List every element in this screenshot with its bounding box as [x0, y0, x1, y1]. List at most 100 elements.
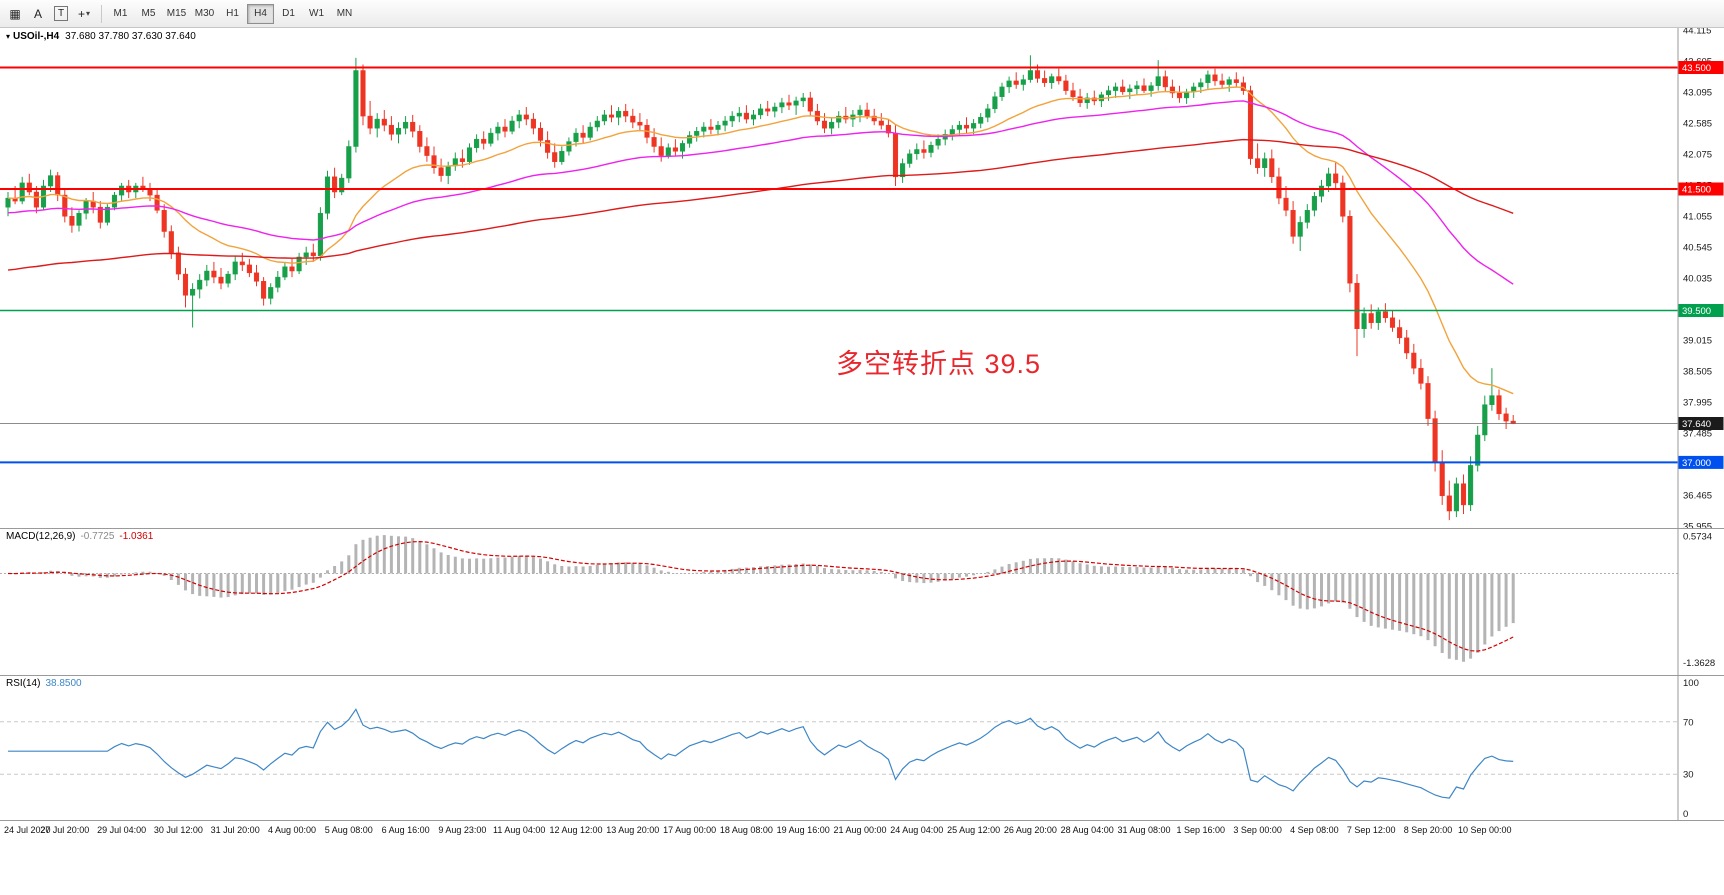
candles-layer [5, 55, 1516, 521]
svg-text:44.115: 44.115 [1683, 28, 1711, 37]
macd-histogram [13, 535, 1515, 662]
time-label: 30 Jul 12:00 [153, 825, 203, 835]
ma-line-slow-red [7, 138, 1514, 271]
time-label: 3 Sep 00:00 [1233, 825, 1282, 835]
svg-text:41.500: 41.500 [1682, 185, 1711, 196]
timeframe-m30-button[interactable]: M30 [194, 8, 215, 19]
timeframe-m15-button[interactable]: M15 [166, 8, 187, 19]
font-button[interactable]: A [27, 4, 49, 24]
time-label: 25 Aug 12:00 [947, 825, 1001, 835]
timeframe-m5-button[interactable]: M5 [141, 8, 156, 19]
macd-signal-value: -1.0361 [119, 531, 154, 542]
crosshair-tool-button[interactable]: + ▾ [73, 4, 95, 24]
price-axis[interactable]: 44.11543.60543.09542.58542.07541.56541.0… [1683, 28, 1712, 528]
time-label: 12 Aug 12:00 [549, 825, 603, 835]
svg-text:-1.3628: -1.3628 [1683, 658, 1715, 669]
time-label: 7 Sep 12:00 [1346, 825, 1396, 835]
svg-text:43.500: 43.500 [1682, 63, 1711, 74]
crosshair-icon: + [77, 6, 85, 21]
time-label: 10 Sep 00:00 [1458, 825, 1512, 835]
timeframe-mn-button[interactable]: MN [336, 8, 353, 19]
toolbar: ▦ A T + ▾ M1 M5 M15 M30 H1 H4 D1 W1 MN [0, 0, 1724, 28]
time-label: 11 Aug 04:00 [492, 825, 546, 835]
rsi-value: 38.8500 [45, 678, 82, 689]
timeframe-m1-button[interactable]: M1 [113, 8, 128, 19]
time-label: 19 Aug 16:00 [776, 825, 830, 835]
time-label: 13 Aug 20:00 [606, 825, 660, 835]
time-label: 24 Jul 2020 [4, 825, 51, 835]
letter-t-icon: T [53, 6, 69, 21]
time-label: 27 Jul 20:00 [40, 825, 90, 835]
timeframe-w1-button[interactable]: W1 [309, 8, 324, 19]
chart-annotation: 多空转折点 39.5 [836, 349, 1042, 379]
svg-text:39.015: 39.015 [1683, 336, 1712, 347]
time-label: 5 Aug 08:00 [324, 825, 373, 835]
svg-text:43.095: 43.095 [1683, 88, 1712, 99]
svg-text:70: 70 [1683, 717, 1694, 728]
svg-text:40.035: 40.035 [1683, 274, 1712, 285]
ohlc-values-label: 37.680 37.780 37.630 37.640 [65, 31, 196, 42]
time-label: 21 Aug 00:00 [833, 825, 887, 835]
svg-text:39.500: 39.500 [1682, 306, 1711, 317]
macd-signal-line [7, 540, 1514, 652]
dropdown-arrow-icon: ▾ [86, 9, 91, 18]
rsi-axis[interactable]: 100 70 30 0 [1683, 678, 1699, 820]
time-label: 6 Aug 16:00 [381, 825, 430, 835]
rsi-panel[interactable]: 100 70 30 0 RSI(14) 38.8500 [0, 675, 1724, 820]
rsi-line [8, 708, 1514, 799]
ma-line-mid-magenta [7, 100, 1514, 285]
time-label: 24 Aug 04:00 [890, 825, 944, 835]
timeframe-d1-button[interactable]: D1 [282, 8, 295, 19]
time-label: 28 Aug 04:00 [1060, 825, 1114, 835]
svg-text:36.465: 36.465 [1683, 490, 1712, 501]
time-label: 26 Aug 20:00 [1003, 825, 1057, 835]
main-chart-panel[interactable]: 44.11543.60543.09542.58542.07541.56541.0… [0, 28, 1724, 528]
time-axis[interactable]: 24 Jul 2020 27 Jul 20:00 29 Jul 04:00 30 Ju… [0, 820, 1724, 841]
grid-icon: ▦ [9, 6, 21, 21]
timeframe-h4-button[interactable]: H4 [247, 3, 274, 24]
time-label: 4 Aug 00:00 [267, 825, 317, 835]
macd-name-label: MACD(12,26,9) [6, 531, 76, 542]
toolbar-separator [101, 4, 102, 23]
macd-axis[interactable]: 0.5734 -1.3628 [1683, 532, 1715, 670]
collapse-triangle-icon[interactable]: ▾ [6, 32, 11, 41]
symbol-timeframe-label: USOil-,H4 [13, 31, 60, 42]
svg-text:41.055: 41.055 [1683, 212, 1712, 223]
macd-svg: 0.5734 -1.3628 [0, 529, 1715, 675]
text-tool-button[interactable]: T [50, 4, 72, 24]
macd-label: MACD(12,26,9) -0.7725 -1.0361 [6, 531, 153, 542]
rsi-svg: 100 70 30 0 [0, 676, 1699, 820]
time-label: 31 Aug 08:00 [1117, 825, 1171, 835]
time-label: 29 Jul 04:00 [97, 825, 147, 835]
bottom-whitespace [0, 841, 1724, 895]
price-tag-39.500: 39.500 [1678, 304, 1724, 317]
rsi-label: RSI(14) 38.8500 [6, 678, 82, 689]
svg-text:37.995: 37.995 [1683, 397, 1712, 408]
time-label: 4 Sep 08:00 [1290, 825, 1339, 835]
time-label: 1 Sep 16:00 [1176, 825, 1226, 835]
svg-text:30: 30 [1683, 770, 1694, 781]
price-tag-43.500: 43.500 [1678, 61, 1724, 74]
svg-text:42.075: 42.075 [1683, 150, 1712, 161]
time-label: 31 Jul 20:00 [210, 825, 260, 835]
macd-panel[interactable]: 0.5734 -1.3628 MACD(12,26,9) -0.7725 -1.036… [0, 528, 1724, 675]
rsi-name-label: RSI(14) [6, 678, 41, 689]
svg-text:40.545: 40.545 [1683, 243, 1712, 254]
price-chart-svg: 44.11543.60543.09542.58542.07541.56541.0… [0, 28, 1724, 528]
svg-text:100: 100 [1683, 678, 1699, 689]
time-label: 18 Aug 08:00 [719, 825, 773, 835]
svg-text:37.000: 37.000 [1682, 458, 1711, 469]
chart-grid-button[interactable]: ▦ [4, 4, 26, 24]
svg-text:37.640: 37.640 [1682, 419, 1711, 430]
chart-title: ▾ USOil-,H4 37.680 37.780 37.630 37.640 [6, 31, 196, 42]
time-label: 17 Aug 00:00 [663, 825, 717, 835]
macd-value: -0.7725 [80, 531, 115, 542]
svg-text:37.485: 37.485 [1683, 428, 1712, 439]
time-label: 9 Aug 23:00 [438, 825, 487, 835]
price-tag-41.500: 41.500 [1678, 182, 1724, 196]
svg-text:42.585: 42.585 [1683, 119, 1712, 130]
svg-text:0: 0 [1683, 809, 1688, 820]
timeframe-h1-button[interactable]: H1 [226, 8, 239, 19]
letter-a-icon: A [33, 6, 42, 21]
